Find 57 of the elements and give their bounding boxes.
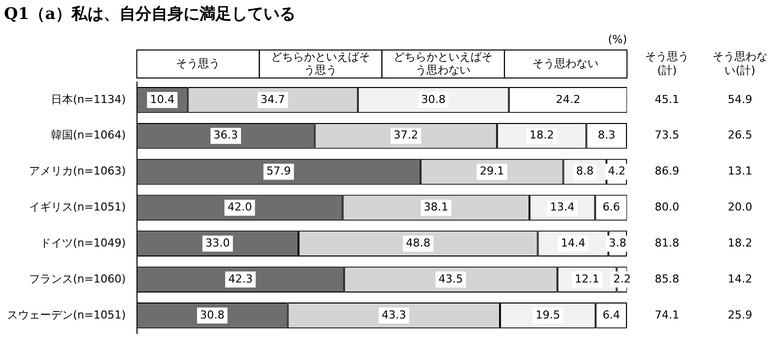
text: (%) [608, 32, 627, 46]
data-label: 13.4 [550, 200, 575, 214]
y-tick-label: 日本(n=1134) [51, 92, 126, 106]
text: そう思う(計) [645, 50, 689, 77]
y-tick-label: ドイツ(n=1049) [40, 236, 126, 250]
text: 26.5 [728, 128, 752, 142]
data-label: 43.3 [382, 308, 406, 322]
data-label: 38.1 [424, 200, 448, 214]
data-label: 48.8 [406, 236, 430, 250]
y-tick-label: 韓国(n=1064) [51, 128, 126, 142]
y-tick-label: アメリカ(n=1063) [29, 164, 126, 178]
data-label: 30.8 [421, 92, 446, 106]
text: 13.1 [728, 164, 752, 178]
text: 73.5 [654, 128, 680, 142]
y-tick-label: スウェーデン(n=1051) [7, 308, 126, 322]
data-label: 33.0 [205, 236, 230, 250]
data-label: 14.4 [560, 236, 586, 250]
y-tick-label: フランス(n=1060) [29, 272, 126, 286]
text: 81.8 [654, 236, 680, 250]
series-label: そう思わない [532, 56, 599, 70]
data-label: 12.1 [574, 272, 600, 286]
data-label: 37.2 [394, 128, 418, 142]
text: 80.0 [654, 200, 680, 214]
data-label: 24.2 [556, 92, 580, 106]
data-label: 42.0 [227, 200, 252, 214]
text: そう思わない(計) [712, 50, 768, 77]
series-label: そう思う [176, 56, 220, 70]
data-label: 3.8 [608, 236, 626, 250]
data-label: 10.4 [150, 92, 175, 106]
text: 85.8 [654, 272, 680, 286]
data-label: 6.4 [602, 308, 620, 322]
data-label: 36.3 [213, 128, 238, 142]
data-label: 2.2 [613, 272, 631, 286]
series-label: どちらかといえばそう思わない [394, 50, 493, 76]
text: 86.9 [654, 164, 680, 178]
data-label: 19.5 [536, 308, 560, 322]
data-label: 18.2 [529, 128, 554, 142]
text: 74.1 [654, 308, 680, 322]
text: 54.9 [728, 92, 752, 106]
data-label: 34.7 [260, 92, 286, 106]
text: 18.2 [728, 236, 752, 250]
data-label: 4.2 [608, 164, 626, 178]
text: 45.1 [654, 92, 680, 106]
chart-title: Q1（a）私は、自分自身に満足している [4, 4, 296, 25]
data-label: 6.6 [602, 200, 620, 214]
text: 20.0 [728, 200, 752, 214]
data-label: 57.9 [266, 164, 291, 178]
data-label: 8.3 [598, 128, 616, 142]
series-label: どちらかといえばそう思う [271, 50, 370, 76]
text: 14.2 [728, 272, 752, 286]
y-tick-label: イギリス(n=1051) [29, 200, 126, 214]
data-label: 43.5 [438, 272, 464, 286]
data-label: 8.8 [576, 164, 594, 178]
data-label: 30.8 [200, 308, 225, 322]
data-label: 42.3 [228, 272, 253, 286]
data-label: 29.1 [480, 164, 504, 178]
text: 25.9 [728, 308, 752, 322]
